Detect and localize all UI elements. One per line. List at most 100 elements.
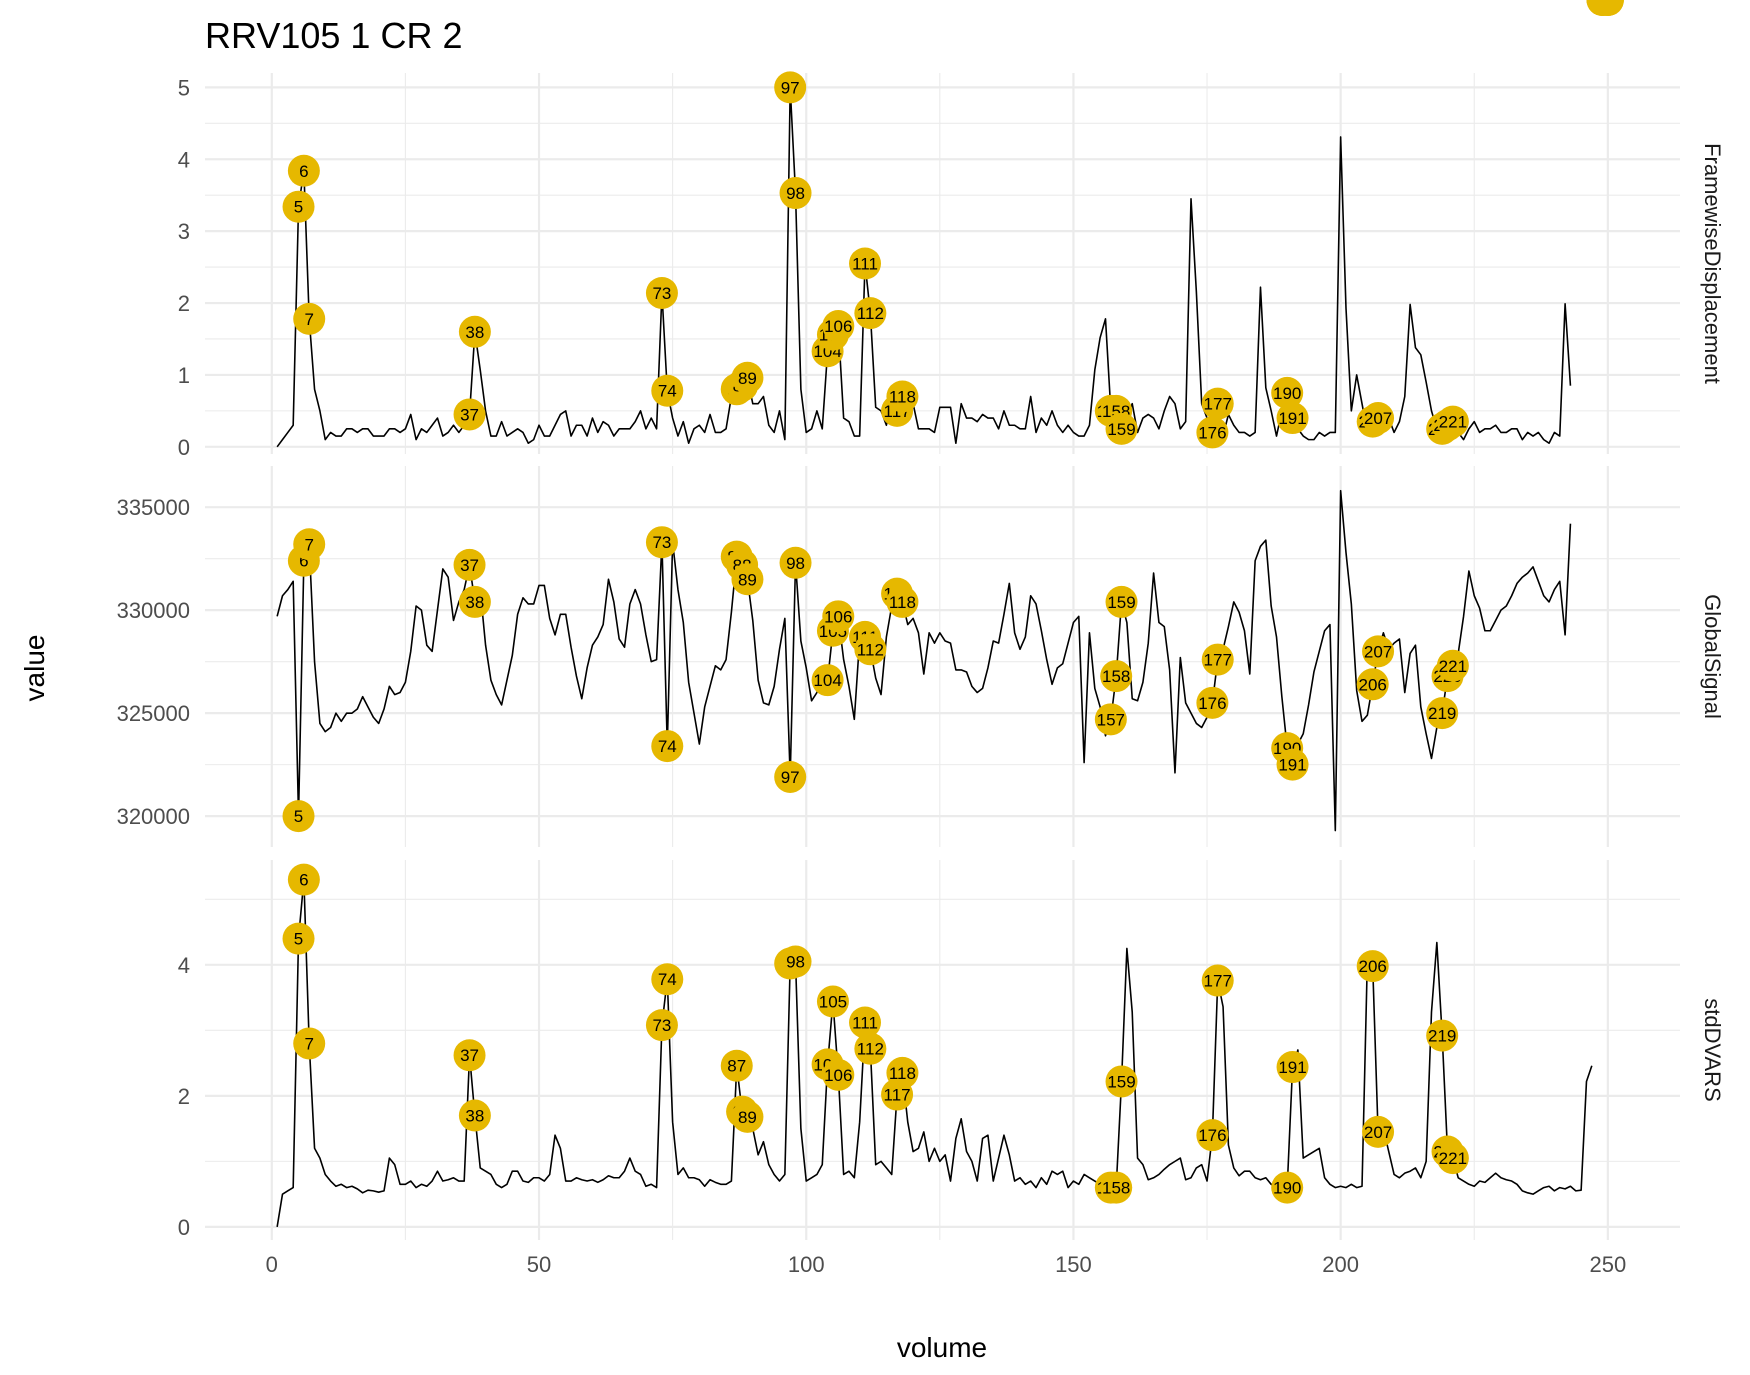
marker-point: [1196, 686, 1229, 719]
volume-marker: 74: [651, 374, 684, 407]
marker-point: [779, 177, 812, 210]
volume-marker: 159: [1105, 412, 1138, 445]
volume-marker: 177: [1201, 643, 1234, 676]
volume-marker: 207: [1362, 635, 1395, 668]
marker-point: [720, 1049, 753, 1082]
series-line-GlobalSignal: [276, 489, 1572, 832]
volume-marker: 190: [1271, 1171, 1304, 1204]
facet-panels: 0123455673738737487888997981041051061111…: [117, 0, 1725, 1240]
marker-label: 6: [299, 871, 308, 890]
chart-title: RRV105 1 CR 2: [205, 15, 462, 56]
x-tick-label: 0: [266, 1252, 278, 1277]
marker-point: [282, 800, 315, 833]
marker-label: 221: [1439, 1149, 1467, 1168]
marker-point: [886, 380, 919, 413]
x-tick-label: 150: [1055, 1252, 1092, 1277]
marker-label: 98: [786, 184, 805, 203]
volume-marker: 219: [1426, 697, 1459, 730]
marker-point: [1105, 585, 1138, 618]
volume-marker: 221: [1436, 649, 1469, 682]
marker-point: [458, 315, 491, 348]
marker-label: 221: [1439, 657, 1467, 676]
marker-point: [886, 1056, 919, 1089]
marker-label: 207: [1364, 1123, 1392, 1142]
marker-point: [822, 1058, 855, 1091]
y-tick-label: 320000: [117, 804, 190, 829]
marker-point: [854, 633, 887, 666]
volume-marker: 176: [1196, 686, 1229, 719]
marker-point: [282, 190, 315, 223]
volume-marker: 221: [1436, 405, 1469, 438]
volume-marker: 159: [1105, 1065, 1138, 1098]
volume-marker: 111: [849, 247, 882, 280]
volume-marker: 38: [458, 1099, 491, 1132]
x-tick-label: 200: [1322, 1252, 1359, 1277]
marker-point: [774, 71, 807, 104]
marker-point: [1436, 1142, 1469, 1175]
marker-label: 207: [1364, 642, 1392, 661]
marker-label: 191: [1278, 1058, 1306, 1077]
marker-label: 105: [819, 993, 847, 1012]
marker-label: 97: [781, 768, 800, 787]
volume-marker: 89: [731, 1100, 764, 1133]
volume-marker: 98: [779, 945, 812, 978]
volume-marker: 157: [1094, 703, 1127, 736]
marker-label: 87: [727, 1057, 746, 1076]
marker-label: 191: [1278, 756, 1306, 775]
marker-point: [1271, 1171, 1304, 1204]
marker-label: 38: [465, 593, 484, 612]
marker-label: 7: [304, 535, 313, 554]
volume-marker: 73: [645, 276, 678, 309]
volume-marker: 177: [1201, 964, 1234, 997]
volume-marker: 97: [774, 760, 807, 793]
volume-marker: 87: [720, 1049, 753, 1082]
marker-point: [1426, 1019, 1459, 1052]
series-line-FramewiseDisplacement: [276, 86, 1572, 448]
marker-label: 157: [1097, 710, 1125, 729]
volume-marker: 7: [293, 1027, 326, 1060]
marker-point: [822, 310, 855, 343]
marker-point: [453, 548, 486, 581]
volume-marker: 37: [453, 1039, 486, 1072]
volume-marker: 106: [822, 1058, 855, 1091]
marker-label: 159: [1107, 420, 1135, 439]
marker-label: 158: [1102, 667, 1130, 686]
marker-label: 5: [294, 807, 303, 826]
volume-marker: 106: [822, 310, 855, 343]
marker-point: [1201, 387, 1234, 420]
marker-label: 73: [652, 1016, 671, 1035]
y-tick-label: 0: [178, 1215, 190, 1240]
volume-marker: 191: [1276, 1051, 1309, 1084]
y-tick-label: 325000: [117, 701, 190, 726]
marker-label: 7: [304, 310, 313, 329]
marker-point: [1100, 1171, 1133, 1204]
y-tick-label: 3: [178, 219, 190, 244]
volume-marker: 5: [282, 922, 315, 955]
marker-label: 106: [824, 607, 852, 626]
marker-label: 158: [1102, 1179, 1130, 1198]
x-axis-title: volume: [897, 1332, 987, 1363]
marker-point: [645, 276, 678, 309]
marker-point: [645, 526, 678, 559]
marker-label: 5: [294, 930, 303, 949]
marker-label: 37: [460, 1046, 479, 1065]
marker-point: [1356, 668, 1389, 701]
volume-marker: 159: [1105, 585, 1138, 618]
y-tick-label: 2: [178, 1084, 190, 1109]
x-tick-label: 250: [1589, 1252, 1626, 1277]
marker-point: [1436, 649, 1469, 682]
marker-label: 112: [857, 1040, 884, 1059]
marker-point: [287, 154, 320, 187]
marker-point: [779, 945, 812, 978]
volume-marker: 206: [1356, 668, 1389, 701]
volume-marker: 74: [651, 963, 684, 996]
marker-point: [816, 985, 849, 1018]
marker-label: 159: [1107, 593, 1135, 612]
volume-marker: 104: [811, 664, 844, 697]
marker-label: 190: [1273, 1179, 1301, 1198]
y-tick-label: 335000: [117, 495, 190, 520]
volume-marker: 6: [287, 863, 320, 896]
marker-label: 206: [1359, 957, 1387, 976]
marker-label: 73: [652, 533, 671, 552]
marker-label: 118: [889, 387, 916, 406]
